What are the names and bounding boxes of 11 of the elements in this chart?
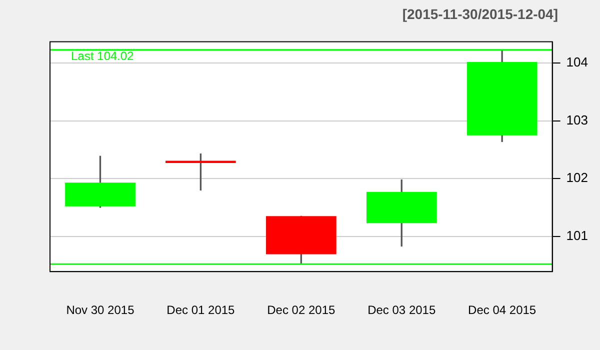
chart-title: [2015-11-30/2015-12-04]: [402, 6, 558, 22]
y-tick-label: 102: [566, 170, 588, 186]
x-tick-label: Dec 03 2015: [368, 303, 436, 318]
ref-line-label: Last 104.02: [71, 49, 134, 64]
x-tick-label: Dec 02 2015: [267, 303, 336, 318]
x-tick-label: Dec 01 2015: [166, 303, 236, 318]
x-tick-label: Nov 30 2015: [66, 303, 135, 318]
y-tick-label: 104: [566, 54, 588, 70]
x-tick-label: Dec 04 2015: [468, 303, 536, 318]
y-tick-label: 103: [566, 112, 588, 128]
y-tick-label: 101: [566, 228, 588, 243]
